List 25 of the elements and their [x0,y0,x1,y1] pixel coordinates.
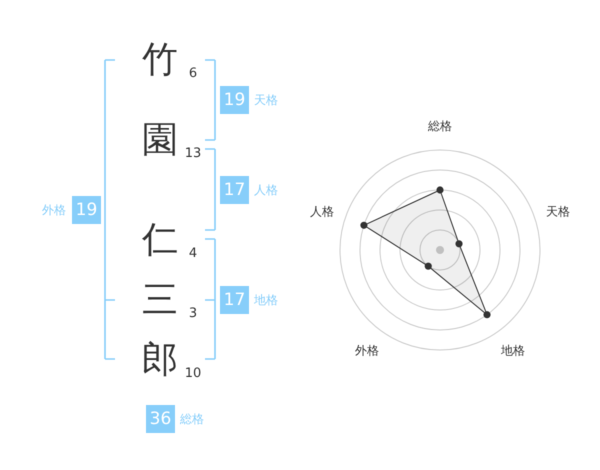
category-label: 仁 [141,220,178,260]
data-label: 19 [224,90,246,110]
data-label: 17 [224,290,246,310]
spoke-label: 地格 [500,343,525,358]
spoke-label: 天格 [546,204,570,219]
spoke-label: 総格 [427,119,452,133]
data-label: 36 [150,409,172,429]
category-label: 地格 [253,293,278,307]
data-label: 10 [184,366,202,381]
category-label: 竹 [142,40,178,80]
spoke-label: 人格 [310,204,334,219]
data-label: 13 [184,146,202,161]
category-label: 人格 [254,183,278,197]
category-label: 天格 [254,93,278,107]
data-label: 19 [76,200,98,220]
data-label: 4 [188,246,198,261]
category-label: 外格 [42,203,66,217]
data-label: 17 [224,180,246,200]
spoke-label: 外格 [355,343,380,358]
category-label: 郎 [142,340,178,380]
data-label: 6 [188,66,198,81]
category-label: 園 [142,120,178,160]
category-label: 総格 [179,412,204,426]
category-label: 三 [142,280,178,320]
data-label: 3 [188,306,198,321]
